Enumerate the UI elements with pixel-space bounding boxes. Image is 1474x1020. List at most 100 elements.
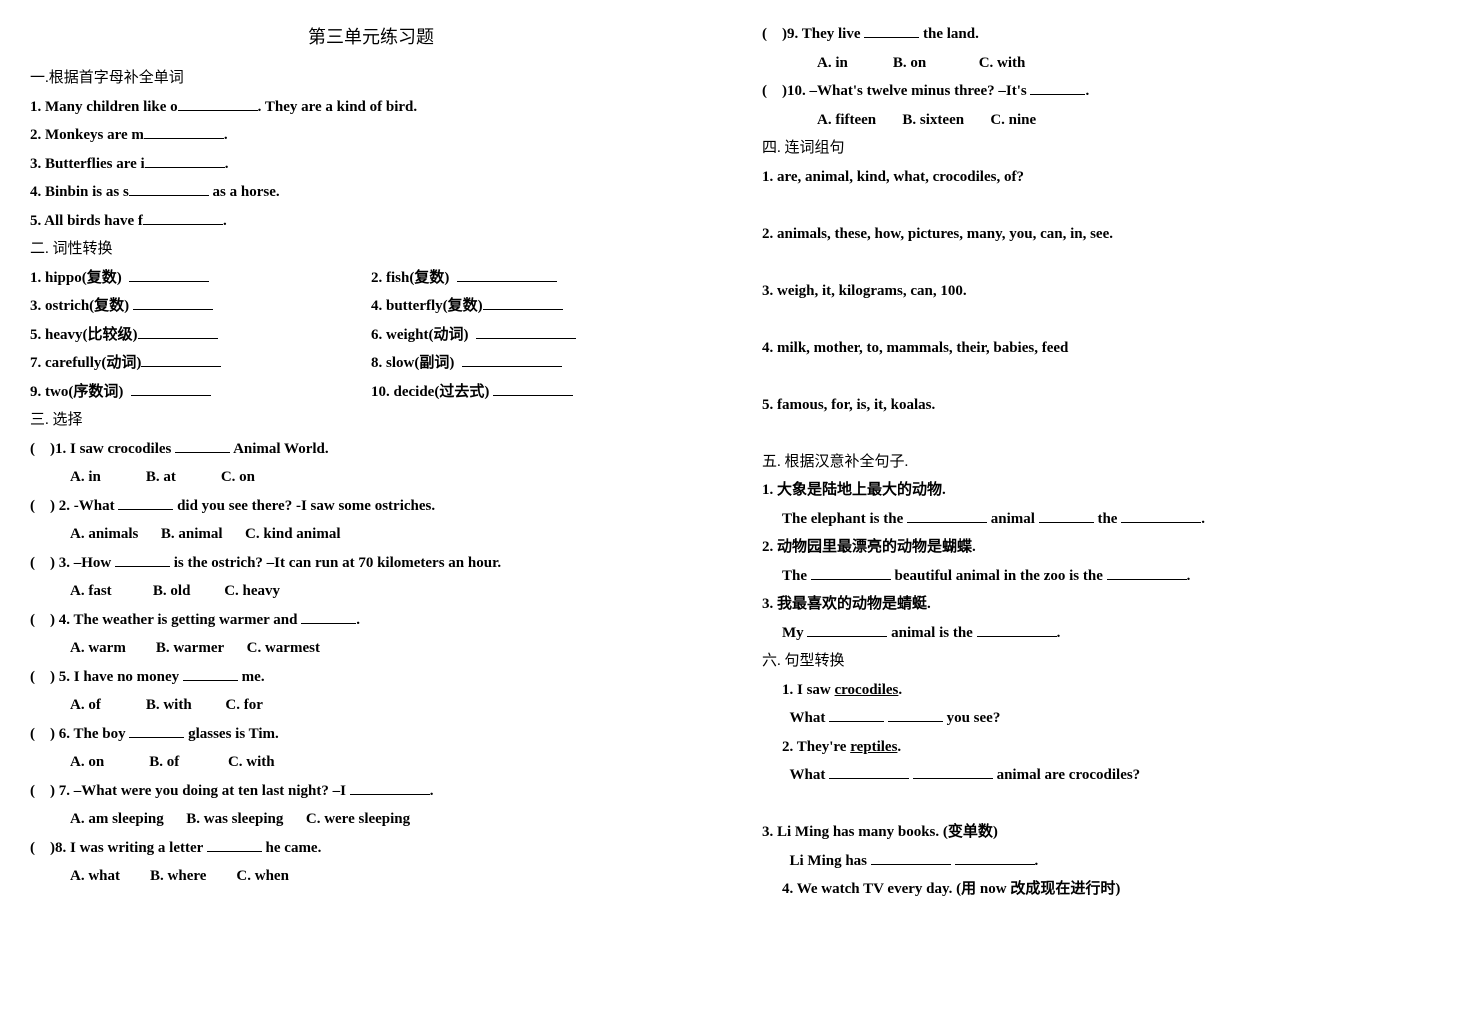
opt-a[interactable]: A. of — [70, 697, 101, 713]
s3-q7-b: . — [430, 783, 434, 799]
opt-a[interactable]: A. warm — [70, 640, 126, 656]
s6-q2ans: What animal are crocodiles? — [762, 761, 1444, 790]
opt-c[interactable]: C. nine — [990, 112, 1036, 128]
blank[interactable] — [138, 323, 218, 339]
opt-c[interactable]: C. kind animal — [245, 526, 340, 542]
blank[interactable] — [115, 551, 170, 567]
blank[interactable] — [811, 564, 891, 580]
blank[interactable] — [955, 849, 1035, 865]
opt-a[interactable]: A. in — [817, 55, 848, 71]
blank[interactable] — [1107, 564, 1187, 580]
section-4-heading: 四. 连词组句 — [762, 134, 1444, 163]
s6-q3: 3. Li Ming has many books. (变单数) — [762, 818, 1444, 847]
opt-b[interactable]: B. warmer — [156, 640, 224, 656]
s3-q5-b: me. — [238, 669, 265, 685]
s3-q1-b: Animal World. — [230, 441, 329, 457]
s3-q3-a: ) 3. –How — [50, 555, 115, 571]
s1-q4-post: as a horse. — [209, 184, 280, 200]
opt-a[interactable]: A. animals — [70, 526, 138, 542]
opt-b[interactable]: B. was sleeping — [186, 811, 283, 827]
blank[interactable] — [1030, 79, 1085, 95]
blank[interactable] — [913, 763, 993, 779]
s3-q6-b: glasses is Tim. — [184, 726, 278, 742]
opt-c[interactable]: C. with — [228, 754, 275, 770]
opt-c[interactable]: C. warmest — [247, 640, 320, 656]
blank[interactable] — [871, 849, 951, 865]
underlined: crocodiles — [835, 682, 899, 698]
opt-c[interactable]: C. when — [236, 868, 289, 884]
blank[interactable] — [144, 123, 224, 139]
s3-q10-opts: A. fifteen B. sixteen C. nine — [762, 106, 1444, 135]
blank[interactable] — [977, 621, 1057, 637]
opt-c[interactable]: C. for — [225, 697, 263, 713]
blank[interactable] — [133, 294, 213, 310]
opt-b[interactable]: B. old — [153, 583, 191, 599]
blank[interactable] — [807, 621, 887, 637]
s3-q2-a: ) 2. -What — [50, 498, 118, 514]
opt-a[interactable]: A. fast — [70, 583, 112, 599]
section-2-heading: 二. 词性转换 — [30, 235, 712, 264]
s3-q1-opts: A. in B. at C. on — [30, 463, 712, 492]
opt-a[interactable]: A. fifteen — [817, 112, 876, 128]
blank[interactable] — [145, 152, 225, 168]
txt: beautiful animal in the zoo is the — [891, 568, 1107, 584]
s1-q3-pre: 3. Butterflies are i — [30, 156, 145, 172]
blank[interactable] — [175, 437, 230, 453]
opt-a[interactable]: A. what — [70, 868, 120, 884]
blank[interactable] — [1121, 507, 1201, 523]
opt-c[interactable]: C. with — [979, 55, 1026, 71]
s1-q3-post: . — [225, 156, 229, 172]
s3-q2: ( ) 2. -What did you see there? -I saw s… — [30, 492, 712, 521]
s3-q9-opts: A. in B. on C. with — [762, 49, 1444, 78]
s3-q4-opts: A. warm B. warmer C. warmest — [30, 634, 712, 663]
blank[interactable] — [1039, 507, 1094, 523]
blank[interactable] — [907, 507, 987, 523]
blank[interactable] — [864, 22, 919, 38]
opt-b[interactable]: B. of — [149, 754, 179, 770]
s2-q6: 6. weight(动词) — [371, 327, 469, 343]
opt-a[interactable]: A. in — [70, 469, 101, 485]
blank[interactable] — [476, 323, 576, 339]
blank[interactable] — [129, 180, 209, 196]
txt: . — [1201, 511, 1205, 527]
opt-c[interactable]: C. on — [221, 469, 255, 485]
blank[interactable] — [350, 779, 430, 795]
opt-b[interactable]: B. at — [146, 469, 176, 485]
blank[interactable] — [301, 608, 356, 624]
s2-row4: 7. carefully(动词) 8. slow(副词) — [30, 349, 712, 378]
blank[interactable] — [143, 209, 223, 225]
blank[interactable] — [129, 266, 209, 282]
opt-b[interactable]: B. sixteen — [902, 112, 964, 128]
opt-c[interactable]: C. heavy — [224, 583, 280, 599]
s3-q9-b: the land. — [919, 26, 979, 42]
blank[interactable] — [888, 706, 943, 722]
opt-c[interactable]: C. were sleeping — [306, 811, 410, 827]
txt: . — [897, 739, 901, 755]
blank[interactable] — [483, 294, 563, 310]
blank[interactable] — [829, 706, 884, 722]
blank[interactable] — [457, 266, 557, 282]
blank[interactable] — [118, 494, 173, 510]
blank[interactable] — [493, 380, 573, 396]
blank[interactable] — [829, 763, 909, 779]
blank[interactable] — [178, 95, 258, 111]
opt-a[interactable]: A. am sleeping — [70, 811, 164, 827]
blank[interactable] — [141, 351, 221, 367]
s3-q10-a: )10. –What's twelve minus three? –It's — [782, 83, 1030, 99]
blank[interactable] — [131, 380, 211, 396]
s3-q10-b: . — [1085, 83, 1089, 99]
opt-a[interactable]: A. on — [70, 754, 104, 770]
s3-q7-a: ) 7. –What were you doing at ten last ni… — [50, 783, 350, 799]
opt-b[interactable]: B. on — [893, 55, 926, 71]
opt-b[interactable]: B. with — [146, 697, 192, 713]
s2-q5: 5. heavy(比较级) — [30, 327, 138, 343]
opt-b[interactable]: B. animal — [161, 526, 223, 542]
opt-b[interactable]: B. where — [150, 868, 206, 884]
blank[interactable] — [207, 836, 262, 852]
blank[interactable] — [183, 665, 238, 681]
s5-q1en: The elephant is the animal the . — [762, 505, 1444, 534]
s3-q9: ( )9. They live the land. — [762, 20, 1444, 49]
blank[interactable] — [462, 351, 562, 367]
blank[interactable] — [129, 722, 184, 738]
txt: My — [782, 625, 807, 641]
